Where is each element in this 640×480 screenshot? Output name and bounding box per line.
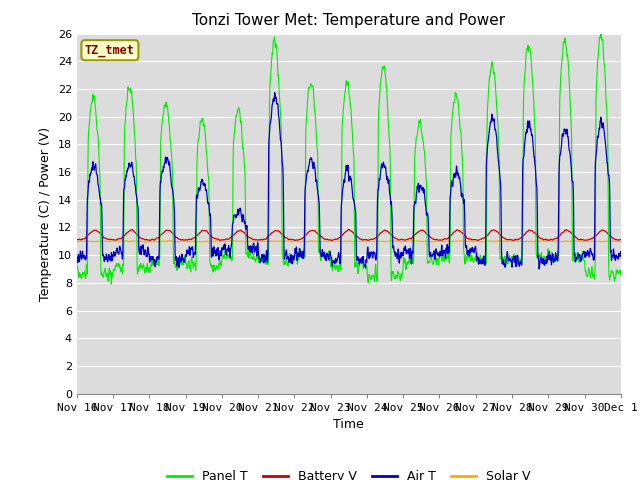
Legend: Panel T, Battery V, Air T, Solar V: Panel T, Battery V, Air T, Solar V	[163, 465, 535, 480]
Text: TZ_tmet: TZ_tmet	[85, 44, 135, 57]
Y-axis label: Temperature (C) / Power (V): Temperature (C) / Power (V)	[39, 127, 52, 300]
Title: Tonzi Tower Met: Temperature and Power: Tonzi Tower Met: Temperature and Power	[192, 13, 506, 28]
X-axis label: Time: Time	[333, 418, 364, 431]
